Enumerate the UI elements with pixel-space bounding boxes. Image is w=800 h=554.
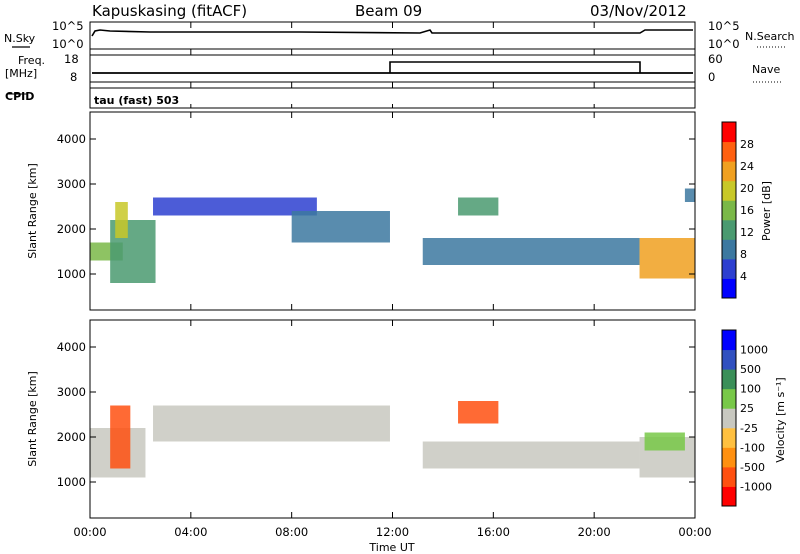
power-colorbar-tick-label: 20 — [740, 182, 754, 195]
nsearch-label: N.Search — [745, 30, 795, 43]
velocity-colorbar-tick-label: -100 — [740, 441, 765, 454]
figure-title: Kapuskasing (fitACF) — [92, 2, 247, 20]
nsky-trace — [91, 29, 693, 37]
velocity-colorbar-tick-label: 25 — [740, 402, 754, 415]
velocity-ytick-label: 4000 — [57, 340, 86, 354]
power-colorbar-segment — [722, 180, 736, 201]
power-echo-region — [115, 202, 128, 238]
velocity-colorbar-segment — [722, 349, 736, 370]
power-colorbar-tick-label: 4 — [740, 270, 747, 283]
power-colorbar-tick-label: 16 — [740, 204, 754, 217]
velocity-colorbar-segment — [722, 330, 736, 351]
freq-tick-top: 18 — [64, 52, 79, 66]
velocity-colorbar-frame — [721, 329, 737, 507]
velocity-ytick-label: 2000 — [57, 430, 86, 444]
velocity-echo-region — [644, 432, 685, 451]
power-echo-region — [153, 197, 317, 216]
noise-tick-right-top: 10^5 — [708, 19, 740, 33]
cpid-value: tau (fast) 503 — [94, 94, 179, 107]
velocity-colorbar-tick-label: 1000 — [740, 344, 768, 357]
power-echo-region — [422, 238, 640, 265]
power-echoes — [90, 188, 695, 283]
power-ytick-label: 4000 — [57, 132, 86, 146]
velocity-colorbar-segment — [722, 427, 736, 448]
beam-label: Beam 09 — [355, 2, 422, 20]
freq-label: Freq. — [18, 54, 45, 67]
xtick-label: 00:00 — [73, 525, 106, 539]
power-colorbar-frame — [721, 121, 737, 299]
power-colorbar-segment — [722, 161, 736, 182]
velocity-colorbar-tick-label: -25 — [740, 422, 758, 435]
velocity-echo-region — [110, 405, 131, 469]
power-colorbar-segment — [722, 200, 736, 221]
xtick-label: 12:00 — [376, 525, 409, 539]
velocity-ytick-label: 1000 — [57, 475, 86, 489]
power-ytick-label: 2000 — [57, 222, 86, 236]
freq-strip-frame — [89, 54, 696, 83]
date-label: 03/Nov/2012 — [590, 2, 687, 20]
power-colorbar-segment — [722, 278, 736, 299]
velocity-echo-region — [422, 441, 640, 469]
xtick-label: 00:00 — [678, 525, 711, 539]
velocity-colorbar-tick-label: 100 — [740, 383, 761, 396]
power-colorbar-tick-label: 8 — [740, 248, 747, 261]
velocity-colorbar-segment — [722, 466, 736, 487]
nave-tick-bottom: 0 — [708, 70, 715, 84]
power-colorbar-segment — [722, 219, 736, 240]
xtick-label: 04:00 — [174, 525, 207, 539]
cpid-label: CPID — [5, 90, 34, 103]
nave-trace — [389, 61, 641, 73]
noise-tick-left-bottom: 10^0 — [52, 37, 84, 51]
power-ylabel: Slant Range [km] — [26, 163, 39, 259]
velocity-colorbar-segment — [722, 388, 736, 409]
velocity-colorbar-label: Velocity [m s⁻¹] — [774, 377, 787, 462]
power-colorbar-segment — [722, 122, 736, 143]
xlabel: Time UT — [368, 541, 414, 554]
velocity-ytick-label: 3000 — [57, 385, 86, 399]
power-echo-region — [639, 238, 695, 279]
nave-label: Nave — [752, 63, 780, 76]
noise-tick-left-top: 10^5 — [52, 19, 84, 33]
velocity-echoes — [90, 401, 695, 478]
xtick-label: 20:00 — [578, 525, 611, 539]
power-colorbar-segment — [722, 258, 736, 279]
velocity-colorbar-segment — [722, 447, 736, 468]
freq-tick-bottom: 8 — [70, 70, 77, 84]
xtick-label: 16:00 — [477, 525, 510, 539]
velocity-colorbar-tick-label: 500 — [740, 363, 761, 376]
xtick-label: 08:00 — [275, 525, 308, 539]
velocity-echo-region — [153, 405, 390, 442]
nsky-label: N.Sky — [4, 32, 36, 45]
power-colorbar-tick-label: 24 — [740, 160, 754, 173]
velocity-colorbar-segment — [722, 486, 736, 507]
power-colorbar-tick-label: 12 — [740, 226, 754, 239]
power-echo-region — [291, 211, 390, 243]
velocity-colorbar-segment — [722, 369, 736, 390]
power-ytick-label: 3000 — [57, 177, 86, 191]
freq-unit: [MHz] — [5, 67, 37, 80]
velocity-colorbar-tick-label: -500 — [740, 461, 765, 474]
power-colorbar-tick-label: 28 — [740, 138, 754, 151]
power-colorbar-segment — [722, 141, 736, 162]
velocity-ylabel: Slant Range [km] — [26, 371, 39, 467]
power-colorbar-label: Power [dB] — [760, 181, 773, 241]
noise-tick-right-bottom: 10^0 — [708, 37, 740, 51]
power-echo-region — [458, 197, 499, 216]
velocity-echo-region — [458, 401, 499, 424]
velocity-colorbar-segment — [722, 408, 736, 429]
velocity-colorbar-tick-label: -1000 — [740, 480, 772, 493]
power-colorbar-segment — [722, 239, 736, 260]
nave-tick-top: 60 — [708, 52, 723, 66]
power-ytick-label: 1000 — [57, 267, 86, 281]
power-echo-region — [684, 188, 695, 202]
